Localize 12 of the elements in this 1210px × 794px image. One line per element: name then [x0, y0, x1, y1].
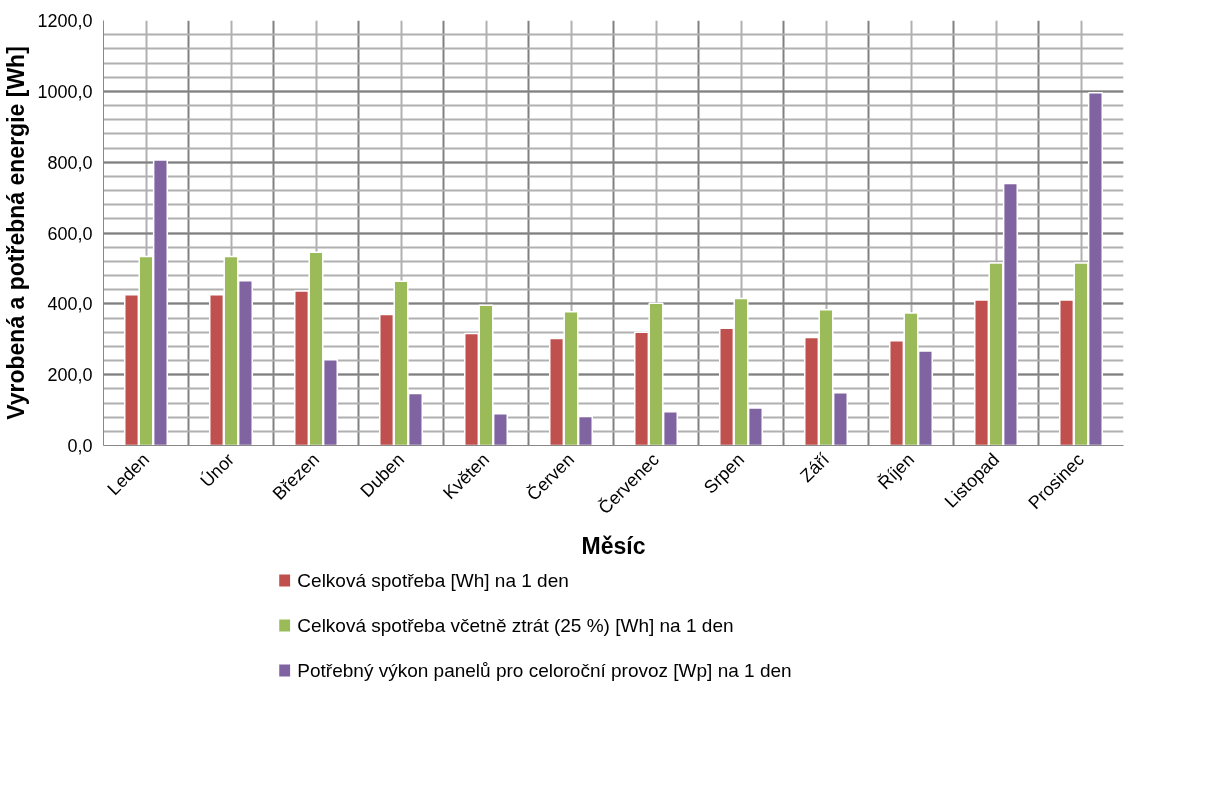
y-tick-label: 600,0 — [47, 223, 93, 244]
x-axis-title: Měsíc — [581, 533, 646, 560]
legend-label: Potřebný výkon panelů pro celoroční provoz [Wp] na 1 den — [297, 660, 792, 681]
legend-label: Celková spotřeba včetně ztrát (25 %) [Wh] na 1 den — [297, 615, 734, 636]
y-tick-label: 800,0 — [47, 152, 93, 173]
y-tick-label: 1200,0 — [37, 11, 93, 31]
legend-label: Celková spotřeba [Wh] na 1 den — [297, 570, 569, 591]
y-tick-label: 400,0 — [47, 294, 93, 315]
y-axis-title: Vyrobená a potřebná energie [Wh] — [3, 46, 30, 420]
y-tick-label: 200,0 — [47, 365, 93, 386]
y-tick-label: 0,0 — [67, 436, 93, 456]
y-tick-label: 1000,0 — [37, 81, 93, 102]
